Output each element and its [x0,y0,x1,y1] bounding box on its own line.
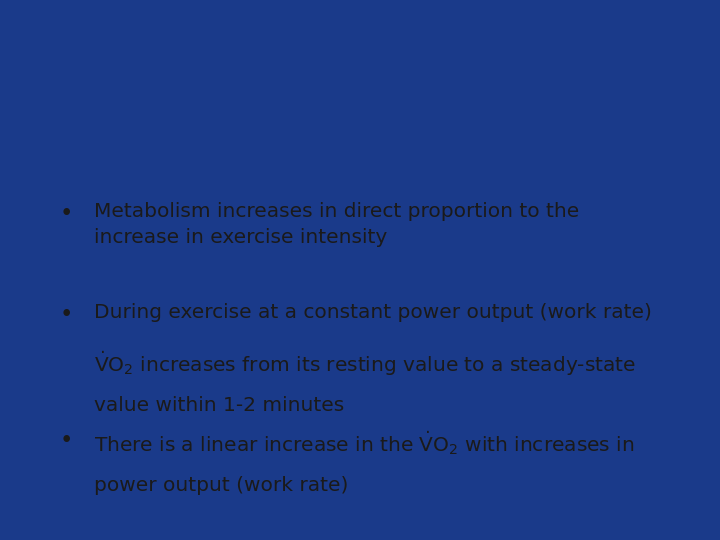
Text: power output (work rate): power output (work rate) [94,476,348,495]
Text: There is a linear increase in the $\mathregular{\dot{V}}$O$_2$ with increases in: There is a linear increase in the $\math… [94,429,634,457]
Text: value within 1-2 minutes: value within 1-2 minutes [94,396,344,415]
Text: •: • [60,202,73,225]
Text: Metabolic Rate During
Submaximal Exercise: Metabolic Rate During Submaximal Exercis… [132,37,588,112]
Text: •: • [60,303,73,326]
Text: Metabolism increases in direct proportion to the
increase in exercise intensity: Metabolism increases in direct proportio… [94,202,579,247]
Text: •: • [60,429,73,452]
Text: During exercise at a constant power output (work rate): During exercise at a constant power outp… [94,303,652,322]
Text: $\mathregular{\dot{V}}$O$_2$ increases from its resting value to a steady-state: $\mathregular{\dot{V}}$O$_2$ increases f… [94,349,636,378]
